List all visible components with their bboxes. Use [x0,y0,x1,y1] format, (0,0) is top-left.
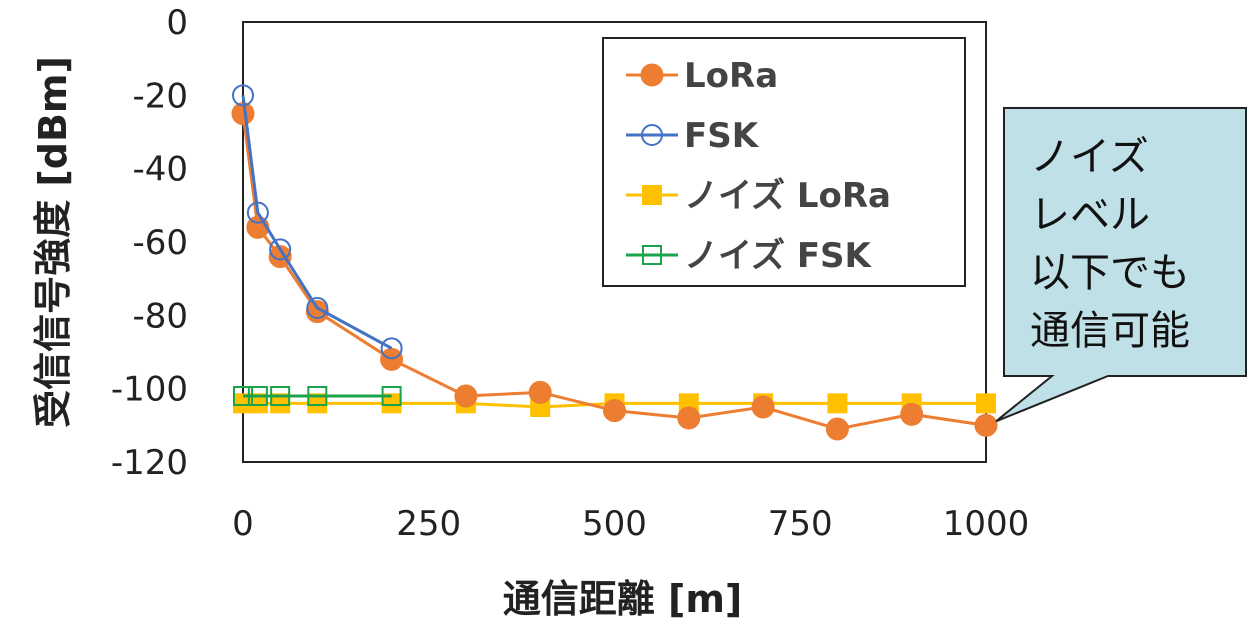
legend-marker [640,63,664,87]
y-tick-label: 0 [166,3,188,43]
legend-label: LoRa [684,56,778,96]
x-tick-label: 250 [396,504,461,544]
series-FSK [232,84,403,360]
legend-label: ノイズ LoRa [684,176,891,216]
legend-box [602,37,966,287]
x-axis-title: 通信距離 [m] [503,577,743,621]
data-point [270,386,291,406]
data-point [268,245,292,269]
data-point [233,386,253,406]
x-tick-label: 750 [768,504,833,544]
series-ノイズ-FSK [233,386,402,406]
series-line [241,95,393,350]
legend-marker [641,124,663,146]
data-point [976,393,996,414]
callout-box [995,107,1247,423]
x-tick-label: 1000 [943,504,1030,544]
data-point [380,337,403,360]
data-point [900,402,924,426]
data-point [246,201,269,224]
y-tick-label: -120 [111,443,188,483]
x-tick-label: 0 [232,504,254,544]
y-tick-label: -100 [111,370,188,410]
data-point [307,393,328,414]
data-point [454,384,478,408]
data-point [528,380,552,404]
legend-label: FSK [684,116,760,156]
data-point [677,406,701,430]
y-axis-title: 受信信号強度 [dBm] [31,56,75,428]
callout-text-line: ノイズ [1030,134,1149,180]
y-tick-labels: 0 -20 -40 -60 -80 -100 -120 [111,3,188,483]
data-point [603,399,626,423]
data-point [307,386,328,406]
callout-text-line: 以下でも [1030,250,1190,296]
data-point [270,393,291,414]
data-point [827,393,848,414]
data-point [306,297,329,319]
legend-item: ノイズ FSK [626,236,873,276]
series-layer [231,84,998,441]
data-point [381,386,402,406]
legend-item: ノイズ LoRa [626,176,891,216]
data-point [381,393,402,414]
legend-marker [642,185,662,205]
data-point [751,395,775,419]
data-point [269,238,292,261]
legend: LoRa FSK ノイズ LoRa ノイズ FSK [602,37,966,287]
data-point [247,386,268,406]
data-point [974,413,998,437]
data-point [232,84,254,107]
data-point [825,417,849,441]
legend-marker [642,245,662,265]
x-tick-label: 500 [582,504,647,544]
y-tick-label: -20 [132,76,188,116]
y-tick-label: -60 [132,223,188,263]
plot-area [242,21,987,463]
legend-label: ノイズ FSK [684,236,873,276]
legend-item: FSK [626,116,760,156]
y-tick-label: -40 [132,150,188,190]
callout-text-line: レベル [1030,192,1150,238]
y-tick-label: -80 [132,296,188,336]
legend-item: LoRa [626,56,778,96]
callout-text-line: 通信可能 [1030,308,1190,354]
x-tick-labels: 0 250 500 750 1000 [232,504,1029,544]
